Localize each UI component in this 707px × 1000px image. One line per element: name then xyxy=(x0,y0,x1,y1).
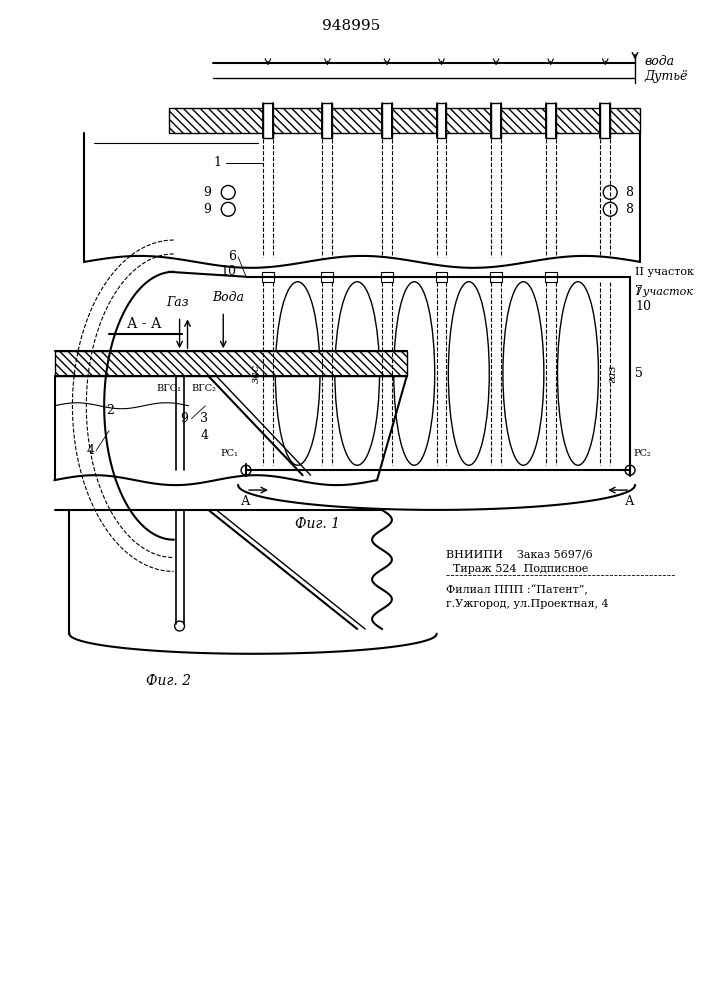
Bar xyxy=(544,272,556,282)
Text: 7: 7 xyxy=(635,285,643,298)
Text: 10: 10 xyxy=(220,265,236,278)
Text: I участок: I участок xyxy=(635,287,693,297)
Bar xyxy=(600,103,610,138)
Text: 948995: 948995 xyxy=(322,19,380,33)
Text: 9: 9 xyxy=(204,203,211,216)
Text: вода: вода xyxy=(645,55,675,68)
Text: 4: 4 xyxy=(200,429,209,442)
Text: 8: 8 xyxy=(625,186,633,199)
Text: 8: 8 xyxy=(625,203,633,216)
Text: РС₁: РС₁ xyxy=(221,449,238,458)
Text: газ: газ xyxy=(607,365,617,383)
Text: ВГС₂: ВГС₂ xyxy=(191,384,216,393)
Bar xyxy=(436,272,448,282)
Bar xyxy=(546,103,556,138)
Text: зас: зас xyxy=(251,364,261,383)
Bar xyxy=(322,272,334,282)
Bar xyxy=(322,103,332,138)
Text: Вода: Вода xyxy=(212,291,244,304)
Bar xyxy=(54,351,407,376)
Text: 1: 1 xyxy=(214,156,221,169)
Text: 9: 9 xyxy=(181,412,189,425)
Text: 10: 10 xyxy=(635,300,651,313)
Text: Фиг. 1: Фиг. 1 xyxy=(295,517,340,531)
Text: А: А xyxy=(241,495,251,508)
Text: ВНИИПИ    Заказ 5697/6: ВНИИПИ Заказ 5697/6 xyxy=(447,550,593,560)
Text: А - А: А - А xyxy=(127,317,161,331)
Bar xyxy=(490,272,502,282)
Bar xyxy=(491,103,501,138)
Bar xyxy=(263,103,273,138)
Text: А: А xyxy=(625,495,635,508)
Text: ВГС₁: ВГС₁ xyxy=(156,384,181,393)
Text: РС₂: РС₂ xyxy=(633,449,650,458)
Bar xyxy=(382,103,392,138)
Bar xyxy=(436,103,447,138)
Text: 3: 3 xyxy=(200,412,209,425)
Text: II участок: II участок xyxy=(635,267,694,277)
Text: 5: 5 xyxy=(635,367,643,380)
Text: 4: 4 xyxy=(86,444,94,457)
Bar xyxy=(381,272,393,282)
Text: Тираж 524  Подписное: Тираж 524 Подписное xyxy=(447,564,589,574)
Text: г.Ужгород, ул.Проектная, 4: г.Ужгород, ул.Проектная, 4 xyxy=(447,599,609,609)
Text: Газ: Газ xyxy=(166,296,189,309)
Text: Дутьё: Дутьё xyxy=(645,70,689,83)
Bar xyxy=(262,272,274,282)
Text: 6: 6 xyxy=(228,250,236,263)
Text: 2: 2 xyxy=(106,404,114,417)
Text: 9: 9 xyxy=(204,186,211,199)
Text: Фиг. 2: Фиг. 2 xyxy=(146,674,191,688)
Text: Филиал ППП :“Патент”,: Филиал ППП :“Патент”, xyxy=(447,584,588,595)
Bar xyxy=(169,108,640,133)
